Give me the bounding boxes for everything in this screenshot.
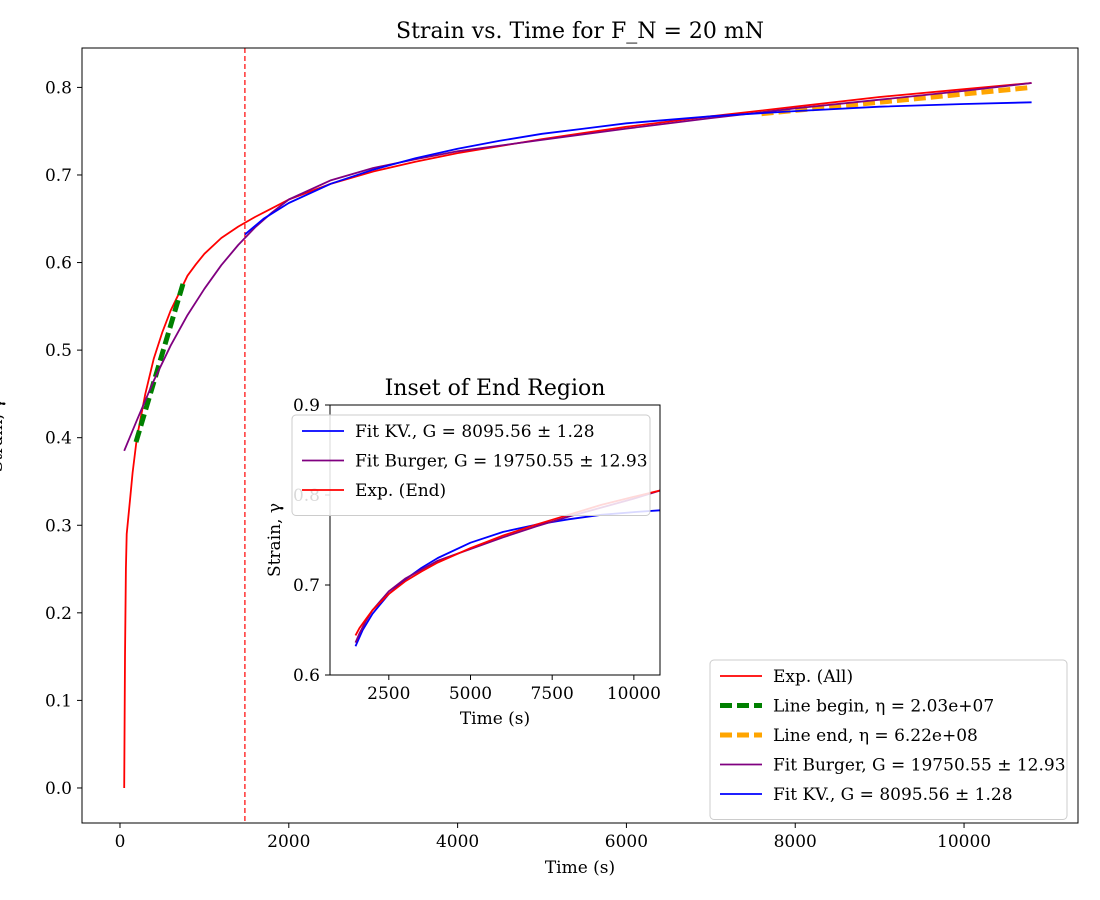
inset-axes-frame	[329, 404, 661, 676]
main-y-tick-label: 0.4	[45, 429, 72, 449]
inset-legend: Fit KV., G = 8095.56 ± 1.28 Fit Burger, G…	[291, 414, 651, 516]
main-plot: 0 2000 4000 6000 8000 10000 0.0 0.1 0.2 0.3 0.4 0.5…	[0, 19, 1079, 878]
main-y-tick-label: 0.7	[45, 166, 72, 186]
main-plot-area	[123, 48, 1032, 823]
inset-x-axis-label: Time (s)	[460, 709, 530, 729]
main-x-tick-label: 4000	[436, 832, 479, 852]
inset-legend-label-2: Exp. (End)	[355, 481, 446, 501]
main-legend-label-2: Line end, η = 6.22e+08	[773, 726, 978, 746]
main-x-tick-label: 8000	[774, 832, 817, 852]
main-y-tick-label: 0.3	[45, 516, 72, 536]
main-y-tick-label: 0.8	[45, 78, 72, 98]
main-y-axis-label: Strain, γ	[0, 398, 7, 472]
inset-y-tick-label: 0.7	[293, 576, 320, 596]
main-legend-label-3: Fit Burger, G = 19750.55 ± 12.93	[773, 756, 1066, 776]
main-legend-label-1: Line begin, η = 2.03e+07	[773, 697, 994, 717]
main-legend-label-0: Exp. (All)	[773, 667, 853, 687]
main-x-tick-label: 10000	[937, 832, 991, 852]
inset-legend-box	[291, 414, 651, 516]
main-series-line-1	[133, 279, 187, 443]
main-y-tick-label: 0.6	[45, 254, 72, 274]
main-x-tick-label: 2000	[267, 832, 310, 852]
inset-x-tick-label: 7500	[531, 684, 574, 704]
inset-y-axis-label: Strain, γ	[265, 503, 285, 577]
main-y-tick-label: 0.5	[45, 341, 72, 361]
main-y-tick-label: 0.1	[45, 691, 72, 711]
main-x-tick-label: 6000	[605, 832, 648, 852]
main-legend-label-4: Fit KV., G = 8095.56 ± 1.28	[773, 785, 1013, 805]
main-legend: Exp. (All) Line begin, η = 2.03e+07 Line e…	[709, 659, 1068, 820]
main-chart-title: Strain vs. Time for F_N = 20 mN	[396, 19, 764, 44]
inset-x-tick-label: 5000	[449, 684, 492, 704]
inset-y-tick-label: 0.9	[293, 396, 320, 416]
inset-x-tick-label: 2500	[367, 684, 410, 704]
main-y-tick-label: 0.0	[45, 779, 72, 799]
inset-legend-label-1: Fit Burger, G = 19750.55 ± 12.93	[355, 452, 648, 472]
main-series-line-4	[244, 101, 1032, 236]
inset-y-tick-label: 0.6	[293, 666, 320, 686]
main-x-axis-label: Time (s)	[545, 858, 615, 878]
main-axes-frame	[81, 47, 1079, 824]
main-series-line-0	[123, 82, 1032, 789]
inset-chart-title: Inset of End Region	[385, 376, 606, 401]
main-y-tick-label: 0.2	[45, 604, 72, 624]
main-x-tick-label: 0	[115, 832, 126, 852]
main-legend-box	[709, 659, 1068, 820]
main-series-line-2	[761, 84, 1032, 117]
inset-x-tick-label: 10000	[607, 684, 661, 704]
inset-legend-label-0: Fit KV., G = 8095.56 ± 1.28	[355, 422, 595, 442]
